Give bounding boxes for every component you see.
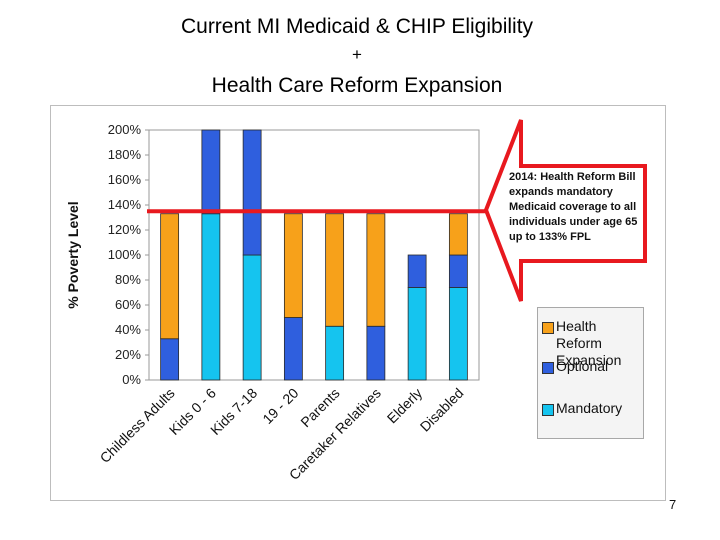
bar-mandatory <box>407 287 427 381</box>
bar-mandatory <box>325 325 345 381</box>
y-tick-label: 100% <box>108 247 142 262</box>
y-tick-label: 40% <box>115 322 141 337</box>
y-tick-label: 140% <box>108 197 142 212</box>
y-tick-label: 180% <box>108 147 142 162</box>
slide-title: Current MI Medicaid & CHIP Eligibility <box>180 15 534 38</box>
legend-swatch-optional <box>542 362 554 374</box>
y-tick-label: 120% <box>108 222 142 237</box>
page-number: 7 <box>669 497 677 512</box>
bar-optional <box>407 254 427 288</box>
x-tick-label: 19 - 20 <box>259 385 301 427</box>
bar-mandatory <box>201 213 221 381</box>
y-tick-label: 60% <box>115 297 141 312</box>
x-tick-label: Childless Adults <box>97 385 178 466</box>
callout-arrow <box>483 119 647 302</box>
bar-optional <box>242 129 262 256</box>
bar-optional <box>201 129 221 215</box>
bar-optional <box>283 317 303 381</box>
bar-optional <box>160 338 180 381</box>
bar-mandatory <box>448 287 468 381</box>
y-tick-label: 20% <box>115 347 141 362</box>
y-tick-label: 160% <box>108 172 142 187</box>
bar-health-reform-expansion <box>448 213 468 256</box>
bar-optional <box>448 254 468 288</box>
legend-label: Health Reform Expansion <box>556 318 622 368</box>
y-tick-label: 0% <box>122 372 141 387</box>
bar-health-reform-expansion <box>325 213 345 327</box>
bar-health-reform-expansion <box>283 213 303 318</box>
y-tick-label: 80% <box>115 272 141 287</box>
chart: % Poverty Level 0% 20% 40% 60% 80% 100% 120% 14… <box>65 119 647 483</box>
y-tick-label: 200% <box>108 122 142 137</box>
bar-optional <box>366 325 386 381</box>
legend-label: Optional <box>556 358 609 374</box>
chart-frame: % Poverty Level 0% 20% 40% 60% 80% 100% 120% 14… <box>50 105 666 501</box>
bar-mandatory <box>242 254 262 381</box>
legend-swatch-expansion <box>542 322 554 334</box>
legend-swatch-mandatory <box>542 404 554 416</box>
bar-health-reform-expansion <box>160 213 180 340</box>
legend-label: Mandatory <box>556 400 623 416</box>
x-tick-label: Disabled <box>417 385 467 435</box>
bar-health-reform-expansion <box>366 213 386 327</box>
callout-text: 2014: Health Reform Bill expands mandato… <box>509 171 638 243</box>
slide-subtitle: Health Care Reform Expansion <box>211 74 503 97</box>
legend: Health Reform Expansion Optional Mandato… <box>537 307 644 439</box>
slide-title-plus: + <box>352 45 362 64</box>
plot-area <box>148 129 480 381</box>
y-axis-title: % Poverty Level <box>65 201 81 308</box>
